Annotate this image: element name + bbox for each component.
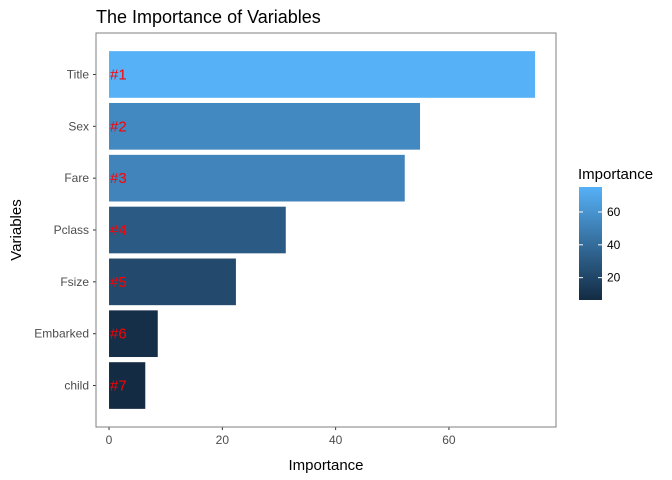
- legend-tick-label: 40: [607, 238, 621, 252]
- bar-fare: [109, 154, 405, 202]
- bar-sex: [109, 102, 421, 150]
- x-tick-label: 60: [442, 433, 456, 447]
- bar-fsize: [109, 258, 236, 306]
- y-tick-label: Pclass: [54, 223, 89, 237]
- bar-rank-label: #7: [110, 378, 127, 395]
- y-axis-ticks: Title Sex Fare Pclass Fsize Embarked child: [34, 67, 96, 393]
- x-tick-label: 0: [106, 433, 113, 447]
- legend-ticks: 20 40 60: [579, 205, 621, 285]
- panel-border: [95, 32, 557, 428]
- bar-embarked: [109, 310, 158, 358]
- bar-title: [109, 51, 536, 98]
- y-tick-label: Title: [67, 67, 90, 81]
- legend-tick-label: 20: [607, 271, 621, 285]
- bars-layer: [109, 51, 536, 409]
- y-tick-label: Sex: [68, 119, 89, 133]
- chart-title: The Importance of Variables: [96, 7, 321, 27]
- x-tick-label: 20: [216, 433, 230, 447]
- bar-child: [109, 362, 146, 409]
- color-legend: Importance 20 40 60: [578, 166, 653, 300]
- x-axis-title: Importance: [288, 457, 363, 474]
- bar-rank-label: #6: [110, 326, 127, 343]
- bar-rank-label: #3: [110, 170, 127, 187]
- x-axis-ticks: 0 20 40 60: [106, 427, 456, 447]
- bar-rank-label: #4: [110, 222, 127, 239]
- bar-rank-label: #5: [110, 274, 127, 291]
- y-tick-label: child: [64, 379, 89, 393]
- legend-title: Importance: [578, 166, 653, 183]
- y-tick-label: Embarked: [34, 327, 89, 341]
- y-tick-label: Fsize: [60, 275, 89, 289]
- y-tick-label: Fare: [64, 171, 89, 185]
- x-tick-label: 40: [329, 433, 343, 447]
- bar-labels-layer: #1 #2 #3 #4 #5 #6 #7: [110, 66, 127, 394]
- legend-colorbar: [579, 187, 602, 300]
- bar-pclass: [109, 206, 286, 254]
- bar-rank-label: #2: [110, 118, 127, 135]
- legend-tick-label: 60: [607, 205, 621, 219]
- y-axis-title: Variables: [8, 199, 25, 260]
- bar-rank-label: #1: [110, 66, 127, 83]
